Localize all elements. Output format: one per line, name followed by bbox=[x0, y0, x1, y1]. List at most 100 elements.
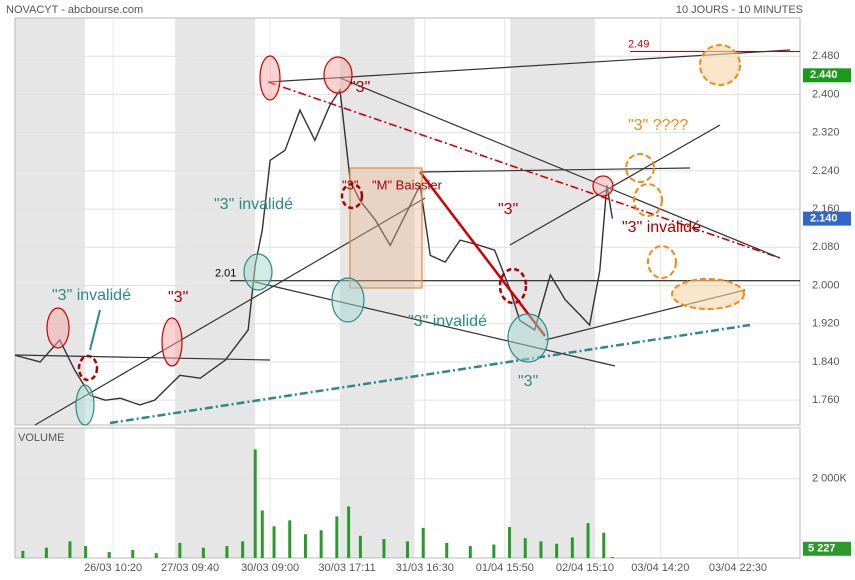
circle bbox=[671, 278, 745, 310]
circle bbox=[77, 354, 99, 382]
circle bbox=[340, 182, 364, 210]
circle bbox=[507, 313, 549, 363]
trend-line bbox=[254, 281, 616, 367]
circle bbox=[46, 307, 70, 349]
y-tick-label: 2.080 bbox=[812, 241, 840, 253]
session-band bbox=[510, 428, 596, 558]
circle bbox=[699, 44, 741, 86]
circle bbox=[243, 253, 273, 291]
volume-bar bbox=[303, 534, 307, 558]
session-band bbox=[15, 428, 85, 558]
x-tick-label: 02/04 15:10 bbox=[556, 562, 614, 574]
y-tick-label: 2.480 bbox=[812, 50, 840, 62]
circle bbox=[331, 277, 365, 323]
volume-bar bbox=[555, 543, 559, 558]
x-tick-label: 30/03 17:11 bbox=[318, 562, 375, 574]
annotation: "3" bbox=[518, 373, 538, 390]
circle bbox=[323, 56, 353, 94]
annotation: "3" bbox=[168, 289, 188, 306]
x-tick-label: 03/04 14:20 bbox=[631, 562, 689, 574]
volume-bar bbox=[335, 516, 339, 558]
volume-bar bbox=[201, 547, 205, 558]
trend-line bbox=[509, 124, 721, 246]
circle bbox=[161, 317, 183, 367]
volume-bar bbox=[347, 506, 351, 558]
y-tick-label: 1.920 bbox=[812, 318, 840, 330]
x-tick-label: 30/03 09:00 bbox=[241, 562, 299, 574]
trend-line bbox=[267, 81, 781, 259]
y-tick-label: 2.240 bbox=[812, 165, 840, 177]
value-label: 5 227 bbox=[808, 543, 836, 555]
volume-bar bbox=[260, 510, 264, 558]
price-marker-label: 2.440 bbox=[810, 69, 838, 81]
price-marker-label: 2.140 bbox=[810, 213, 838, 225]
arrow bbox=[89, 309, 101, 351]
y-tick-label: 1.760 bbox=[812, 394, 840, 406]
price-marker bbox=[803, 68, 851, 83]
volume-bar bbox=[508, 527, 512, 558]
price-frame bbox=[14, 17, 801, 426]
volume-bar bbox=[319, 530, 323, 558]
trend-line bbox=[14, 354, 271, 361]
volume-bar bbox=[178, 542, 182, 558]
y-tick-label: 2.320 bbox=[812, 127, 840, 139]
session-band bbox=[175, 428, 256, 558]
volume-bar bbox=[358, 535, 362, 558]
trend-line bbox=[339, 77, 781, 259]
annotation: "3" bbox=[342, 177, 359, 192]
annotation: "3" invalidé bbox=[622, 219, 701, 236]
period: 10 JOURS - 10 MINUTES bbox=[676, 4, 803, 16]
circle bbox=[647, 245, 677, 279]
circle bbox=[259, 55, 281, 101]
annotation: "M" Baissier bbox=[372, 177, 443, 192]
annotation: "3" invalidé bbox=[52, 287, 131, 304]
circle bbox=[633, 183, 663, 217]
volume-bar bbox=[523, 538, 527, 558]
trend-line bbox=[419, 167, 691, 173]
trend-line bbox=[109, 323, 751, 425]
volume-bar bbox=[421, 527, 425, 558]
volume-title: VOLUME bbox=[18, 432, 64, 444]
level-label: 2.01 bbox=[215, 268, 236, 280]
volume-bar bbox=[445, 542, 449, 558]
x-tick-label: 01/04 15:50 bbox=[476, 562, 534, 574]
pattern-box bbox=[349, 167, 423, 289]
session-band bbox=[339, 428, 415, 558]
volume-bar bbox=[107, 552, 111, 558]
x-tick-label: 27/03 09:40 bbox=[161, 562, 219, 574]
circle bbox=[625, 153, 655, 183]
volume-bar bbox=[406, 541, 409, 558]
volume-bar bbox=[253, 449, 257, 558]
volume-bar bbox=[602, 532, 606, 558]
trend-line bbox=[34, 197, 426, 426]
annotations bbox=[14, 44, 791, 426]
annotation: "3" invalidé bbox=[214, 196, 293, 213]
chart-title: NOVACYT - abcbourse.com bbox=[6, 4, 143, 16]
trend-line bbox=[419, 171, 546, 337]
value-box bbox=[803, 541, 851, 556]
volume-bar bbox=[154, 553, 158, 558]
volume-bar bbox=[131, 550, 135, 558]
volume-bar bbox=[84, 546, 88, 558]
circle bbox=[592, 175, 614, 197]
volume-bar bbox=[382, 538, 386, 558]
x-tick-label: 26/03 10:20 bbox=[84, 562, 142, 574]
volume-bar bbox=[468, 546, 472, 558]
price-marker bbox=[803, 211, 851, 226]
y-tick-label: 1.840 bbox=[812, 356, 840, 368]
volume-bar bbox=[610, 557, 614, 558]
volume-bar bbox=[272, 526, 276, 558]
circle bbox=[498, 267, 528, 305]
annotation: "3" ???? bbox=[628, 117, 688, 134]
volume-bar bbox=[241, 541, 245, 558]
annotation: "3" bbox=[498, 201, 518, 218]
annotation: "3" invalidé bbox=[408, 313, 487, 330]
session-band bbox=[510, 18, 596, 425]
annotation: "3" bbox=[350, 79, 370, 96]
x-tick-label: 31/03 16:30 bbox=[396, 562, 454, 574]
level-label: 2.49 bbox=[628, 38, 649, 50]
volume-bar bbox=[570, 537, 574, 558]
session-band bbox=[15, 18, 85, 425]
y-tick-label: 2.000 bbox=[812, 279, 840, 291]
